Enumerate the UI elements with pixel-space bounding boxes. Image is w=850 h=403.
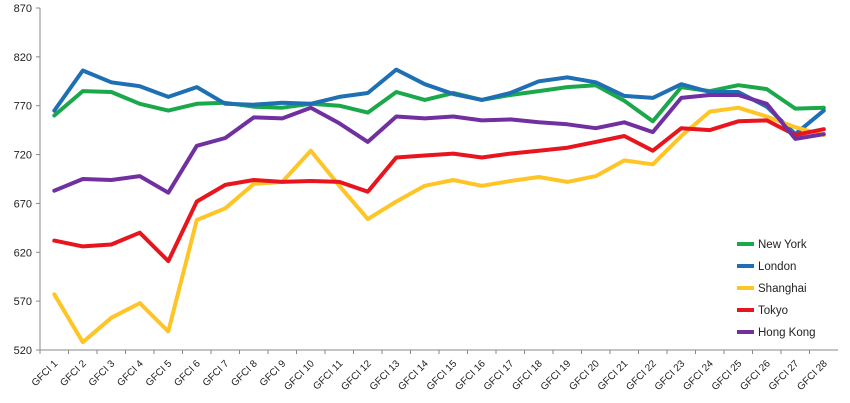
y-tick-label: 620 bbox=[14, 247, 32, 259]
x-tick-label: GFCI 14 bbox=[396, 358, 431, 393]
y-tick-label: 670 bbox=[14, 198, 32, 210]
legend-label-tokyo: Tokyo bbox=[758, 305, 788, 317]
x-tick-label: GFCI 4 bbox=[115, 358, 146, 389]
x-tick-label: GFCI 8 bbox=[229, 358, 260, 389]
x-tick-label: GFCI 10 bbox=[282, 358, 317, 393]
x-tick-label: GFCI 15 bbox=[425, 358, 460, 393]
y-tick-label: 820 bbox=[14, 52, 32, 64]
y-tick-label: 570 bbox=[14, 296, 32, 308]
x-tick-label: GFCI 7 bbox=[201, 358, 232, 389]
x-tick-label: GFCI 24 bbox=[681, 358, 716, 393]
y-tick-label: 720 bbox=[14, 150, 32, 162]
x-tick-label: GFCI 25 bbox=[710, 358, 745, 393]
x-tick-label: GFCI 19 bbox=[539, 358, 574, 393]
x-tick-label: GFCI 27 bbox=[767, 358, 802, 393]
x-tick-label: GFCI 28 bbox=[795, 358, 830, 393]
y-tick-label: 520 bbox=[14, 345, 32, 357]
legend-label-london: London bbox=[758, 261, 796, 273]
x-tick-label: GFCI 12 bbox=[339, 358, 374, 393]
series-line-hong-kong bbox=[52, 93, 826, 195]
y-tick-label: 770 bbox=[14, 101, 32, 113]
x-tick-label: GFCI 22 bbox=[624, 358, 659, 393]
legend-label-new-york: New York bbox=[758, 239, 807, 251]
x-tick-label: GFCI 21 bbox=[596, 358, 631, 393]
x-tick-label: GFCI 3 bbox=[87, 358, 118, 389]
x-tick-label: GFCI 17 bbox=[482, 358, 517, 393]
y-tick-label: 870 bbox=[14, 3, 32, 15]
x-tick-label: GFCI 6 bbox=[172, 358, 203, 389]
legend-label-hong-kong: Hong Kong bbox=[758, 327, 816, 339]
x-tick-label: GFCI 18 bbox=[510, 358, 545, 393]
series-line-tokyo bbox=[52, 118, 826, 264]
series-lines bbox=[52, 67, 826, 345]
series-line-shanghai bbox=[52, 105, 826, 345]
x-tick-label: GFCI 26 bbox=[738, 358, 773, 393]
x-tick-label: GFCI 5 bbox=[144, 358, 175, 389]
series-line-london bbox=[52, 67, 826, 137]
legend-label-shanghai: Shanghai bbox=[758, 283, 807, 295]
x-tick-label: GFCI 2 bbox=[58, 358, 89, 389]
x-tick-label: GFCI 20 bbox=[567, 358, 602, 393]
x-tick-label: GFCI 16 bbox=[453, 358, 488, 393]
legend: New York London Shanghai Tokyo Hong Kong bbox=[737, 239, 816, 339]
x-tick-label: GFCI 1 bbox=[30, 358, 61, 389]
x-tick-label: GFCI 13 bbox=[368, 358, 403, 393]
x-tick-label: GFCI 23 bbox=[653, 358, 688, 393]
